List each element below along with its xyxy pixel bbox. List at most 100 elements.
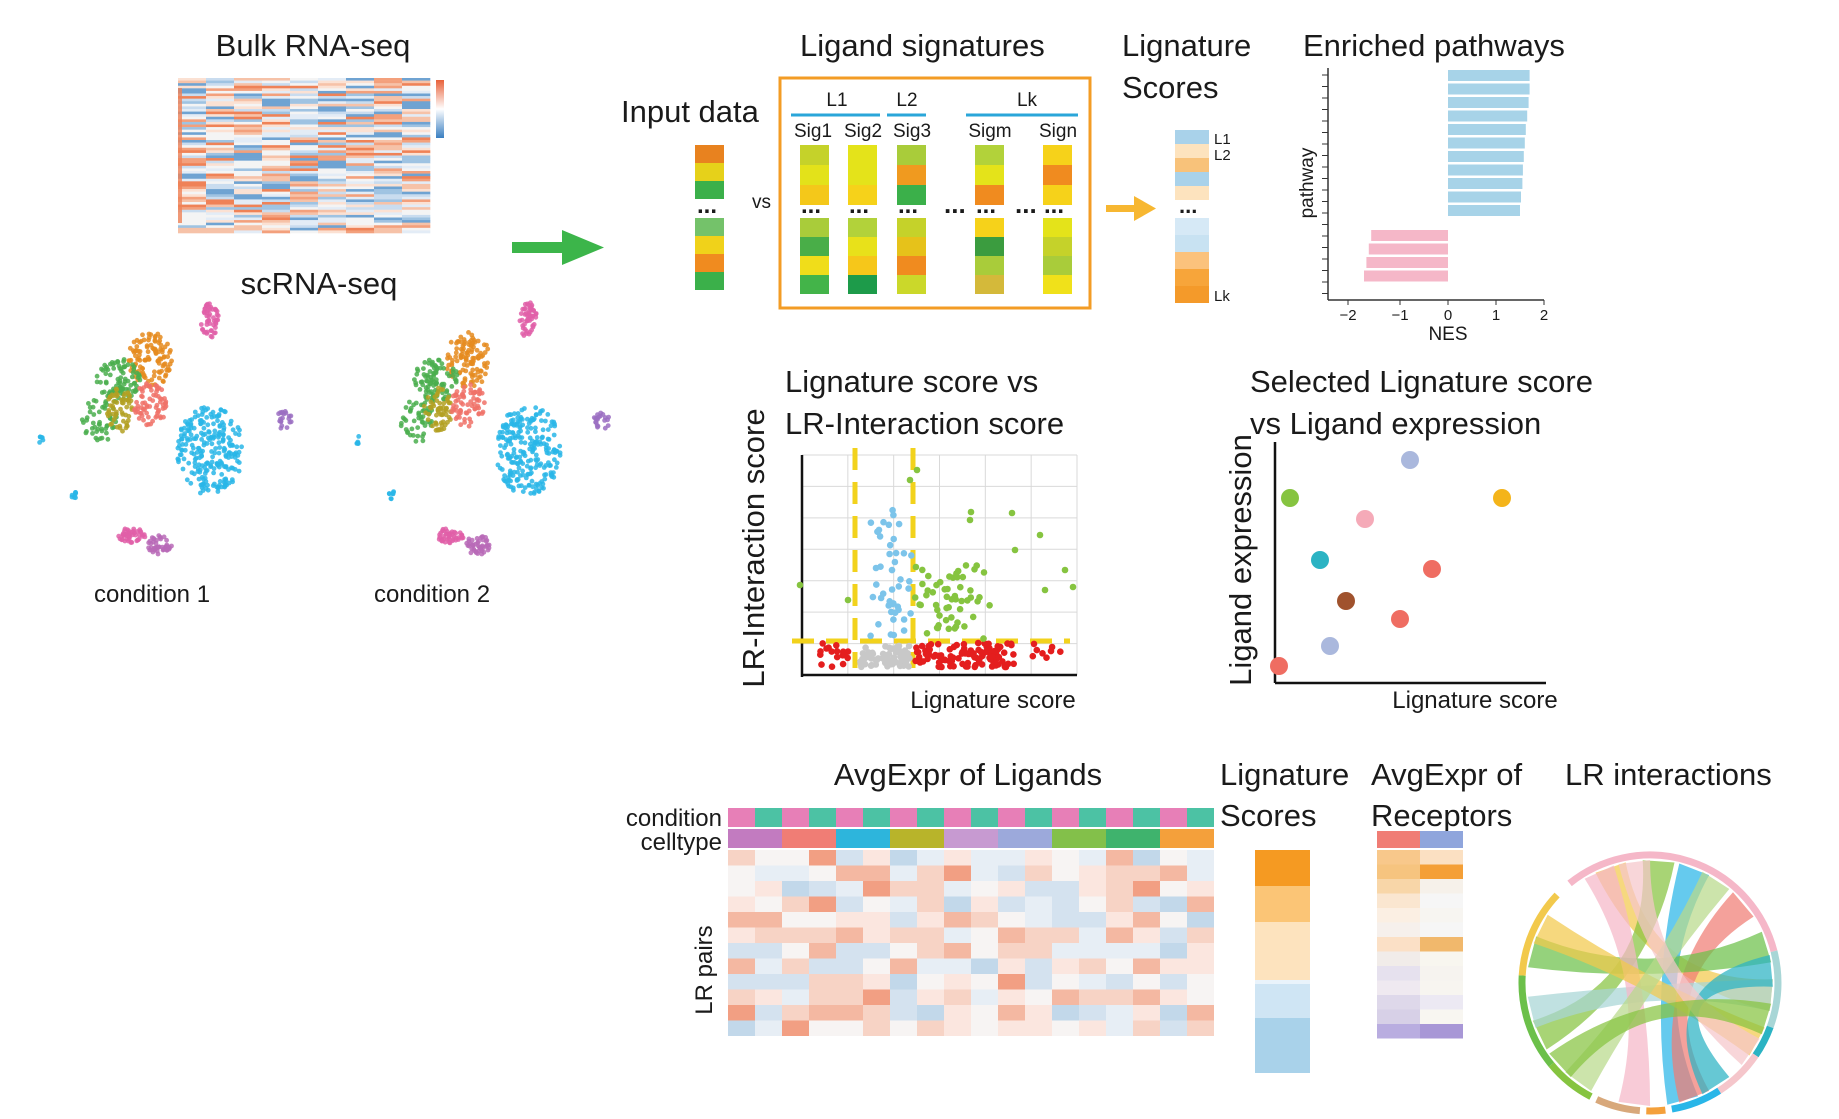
umap-cell-point [276,411,281,417]
bulk-heatmap-cell [234,88,263,92]
bulk-heatmap-cell [346,158,375,161]
bulk-heatmap-cell [206,225,235,229]
umap-cell-point [146,356,152,362]
bulk-heatmap-cell [374,163,403,167]
umap-cell-point [485,346,491,352]
bulk-heatmap-cell [318,191,347,195]
point-green [962,562,970,569]
umap-cell-point [446,362,452,368]
umap-cell-point [520,472,526,478]
bulk-heatmap-cell [290,80,319,84]
bulk-heatmap-cell [318,186,347,190]
point-blue [877,594,885,602]
umap-cell-point [199,463,205,468]
umap-cell-point [386,491,392,496]
bulk-heatmap-cell [262,207,291,211]
bulk-heatmap-cell [206,176,235,180]
pathway-bar-negative [1368,243,1448,255]
point-blue [908,552,915,559]
bulk-heatmap-cell [262,225,291,229]
ligand-heatmap-cell [809,1020,836,1036]
umap-cell-point [151,536,157,542]
bulk-heatmap-cell [402,80,431,84]
umap-cell-point [144,422,150,428]
ligand-heatmap-cell [1160,881,1187,897]
bulk-heatmap-cell [290,129,319,133]
umap-cell-point [232,467,238,472]
bulk-heatmap-cell [234,160,263,164]
signature-columns: ............... [800,145,1072,294]
bulk-heatmap-cell [262,158,291,161]
bulk-heatmap-cell [290,165,319,169]
umap-cell-point [434,398,440,403]
point-blue [907,610,914,617]
bulk-heatmap-cell [290,186,319,190]
bulk-heatmap-cell [346,114,375,118]
ligand-heatmap-cell [998,881,1025,897]
bulk-heatmap-cell [402,124,431,128]
score-cell [1175,235,1209,252]
umap-cell-point [84,415,90,421]
umap-cell-point [533,452,539,458]
bulk-heatmap-cell [402,227,431,231]
umap-cell-point [83,430,89,436]
celltype-cell [917,829,944,848]
signature-ellipsis: ... [944,189,966,219]
umap-cell-point [105,436,111,442]
umap-cell-point [476,375,482,380]
bulk-heatmap-cell [178,116,207,120]
point-green [969,613,977,621]
bulk-heatmap-cell [178,83,207,87]
bulk-heatmap-cell [374,132,403,136]
bulk-heatmap-cell [262,220,291,223]
bulk-heatmap-cell [262,145,291,149]
ligand-heatmap-cell [863,1005,890,1021]
celltype-cell [728,829,755,848]
umap-cell-point [549,472,555,477]
point-green [1011,546,1019,554]
condition-cell [1079,808,1106,827]
bulk-heatmap-cell [178,119,207,123]
point-red [945,657,953,665]
bulk-heatmap-cell [206,183,235,187]
ligand-heatmap-cell [890,989,917,1005]
umap-cell-point [512,411,517,417]
bulk-heatmap-cell [262,119,291,123]
umap-cell-point [525,458,531,464]
receptor-cell [1377,937,1420,952]
ligand-heatmap-cell [971,927,998,943]
umap-cell-point [413,380,418,386]
bulk-heatmap-cell [402,98,431,102]
umap-cell-point [528,490,534,496]
condition-cell [998,808,1025,827]
umap-cell-point [533,465,538,471]
ligand-heatmap-cell [728,850,755,866]
ligand-heatmap-cell [1052,865,1079,881]
point-green [1041,586,1049,594]
umap-cell-point [468,387,474,392]
umap-cell-point [436,357,442,363]
point-red [1000,649,1008,656]
bulk-heatmap-cell [234,106,263,110]
bulk-heatmap-cell [234,196,263,200]
umap-cell-point [537,411,543,416]
signature-cell [975,185,1004,205]
umap-cell-point [182,431,188,436]
bulk-heatmap-cell [234,214,263,218]
bulk-heatmap-cell [374,181,403,185]
signature-cell [800,256,829,275]
umap-cell-point [545,412,551,417]
bulk-heatmap-cell [178,217,207,221]
bulk-heatmap-cell [234,83,263,87]
umap-cell-point [497,465,503,471]
score-cell [1175,130,1209,144]
umap-cell-point [469,537,475,543]
bulk-heatmap-cell [206,80,235,84]
bulk-heatmap-cell [262,124,291,128]
bulk-heatmap-cell [402,186,431,190]
umap-cell-point [208,411,214,417]
bulk-heatmap-cell [374,158,403,161]
lignature-scores-title-1: Lignature [1122,28,1251,63]
ligand-heatmap-cell [755,1005,782,1021]
umap-cell-point [470,543,476,549]
